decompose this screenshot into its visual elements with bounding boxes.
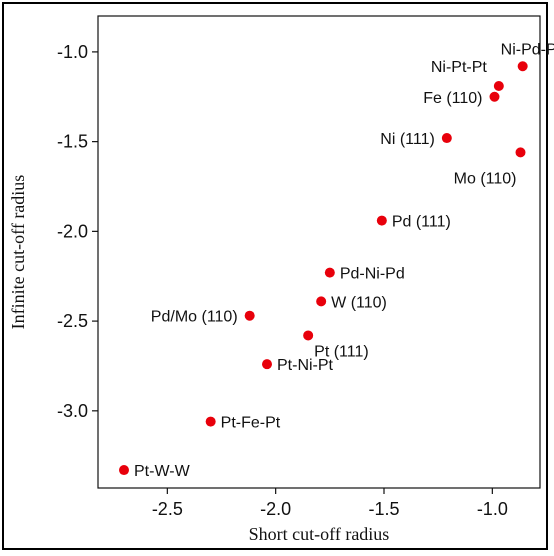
data-point — [262, 359, 272, 370]
point-label: Fe (110) — [423, 90, 482, 107]
data-point — [324, 267, 335, 278]
data-point — [515, 147, 526, 158]
point-label: W (110) — [331, 294, 387, 311]
y-axis-title: Infinite cut-off radius — [8, 175, 28, 330]
x-tick-label: -2.5 — [152, 499, 183, 519]
y-tick-label: -3.0 — [57, 401, 88, 421]
x-tick-label: -2.0 — [260, 499, 291, 519]
y-tick-label: -1.5 — [57, 132, 88, 152]
point-label: Pd-Ni-Pd — [340, 266, 405, 283]
data-point — [205, 416, 216, 427]
data-point — [244, 310, 255, 321]
point-label: Pt-Ni-Pt — [277, 357, 334, 374]
point-label: Pt (111) — [314, 343, 369, 360]
point-label: Pd (111) — [392, 214, 451, 231]
data-point — [119, 465, 129, 476]
x-tick-label: -1.5 — [368, 499, 399, 519]
y-tick-label: -2.5 — [57, 311, 88, 331]
point-label: Ni (111) — [380, 131, 435, 148]
point-label: Ni-Pt-Pt — [431, 59, 488, 76]
figure-frame — [2, 2, 548, 550]
data-point — [316, 296, 327, 307]
x-tick-label: -1.0 — [477, 499, 508, 519]
y-tick-label: -2.0 — [57, 221, 88, 241]
point-label: Pt-Fe-Pt — [221, 415, 281, 432]
data-point — [489, 91, 500, 102]
point-label: Ni-Pd-Pd — [501, 41, 554, 58]
data-point — [376, 215, 387, 226]
plot-area — [97, 15, 541, 489]
data-points: Ni-Pd-Pd Ni-Pt-Pt Fe (110) Ni (111) Mo (110)… — [119, 41, 554, 480]
point-label: Mo (110) — [454, 170, 517, 187]
data-point — [493, 80, 504, 91]
axis-ticks: -2.5 -2.0 -1.5 -1.0 -1.0 -1.5 -2.0 -2.5 -3.0 — [57, 42, 508, 519]
point-label: Pd/Mo (110) — [151, 309, 238, 326]
point-label: Pt-W-W — [134, 463, 191, 480]
y-tick-label: -1.0 — [57, 42, 88, 62]
data-point — [441, 133, 452, 144]
data-point — [517, 61, 528, 72]
x-axis-title: Short cut-off radius — [249, 524, 390, 544]
data-point — [303, 330, 314, 341]
